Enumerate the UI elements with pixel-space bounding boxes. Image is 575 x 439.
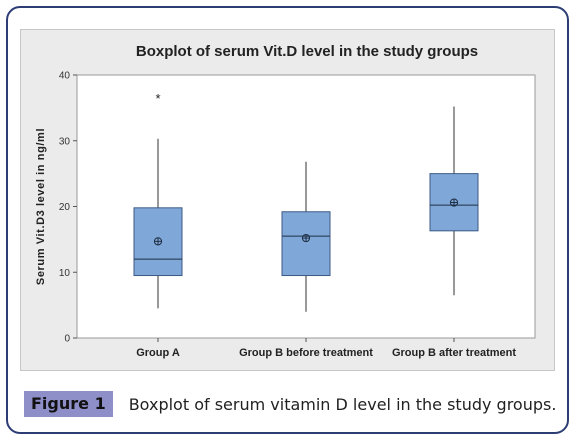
- figure-label: Figure 1: [24, 391, 113, 417]
- x-category-label-2: Group B after treatment: [392, 347, 516, 359]
- chart-title: Boxplot of serum Vit.D level in the stud…: [136, 43, 478, 60]
- x-category-label-1: Group B before treatment: [239, 347, 373, 359]
- y-tick-label-0: 0: [64, 334, 70, 345]
- outlier-0-0: *: [155, 91, 160, 106]
- figure-caption-text: Boxplot of serum vitamin D level in the …: [128, 394, 557, 414]
- figure-caption: Figure 1 Boxplot of serum vitamin D leve…: [24, 391, 556, 417]
- y-tick-label-2: 20: [59, 202, 71, 213]
- chart-panel: Boxplot of serum Vit.D level in the stud…: [20, 29, 555, 371]
- y-tick-label-1: 10: [59, 268, 71, 279]
- boxplot-chart: Boxplot of serum Vit.D level in the stud…: [35, 43, 536, 359]
- x-category-label-0: Group A: [136, 347, 180, 359]
- y-tick-label-4: 40: [59, 71, 71, 82]
- y-tick-label-3: 30: [59, 136, 71, 147]
- box-1: [281, 211, 331, 277]
- y-axis-label: Serum Vit.D3 level in ng/ml: [35, 128, 47, 285]
